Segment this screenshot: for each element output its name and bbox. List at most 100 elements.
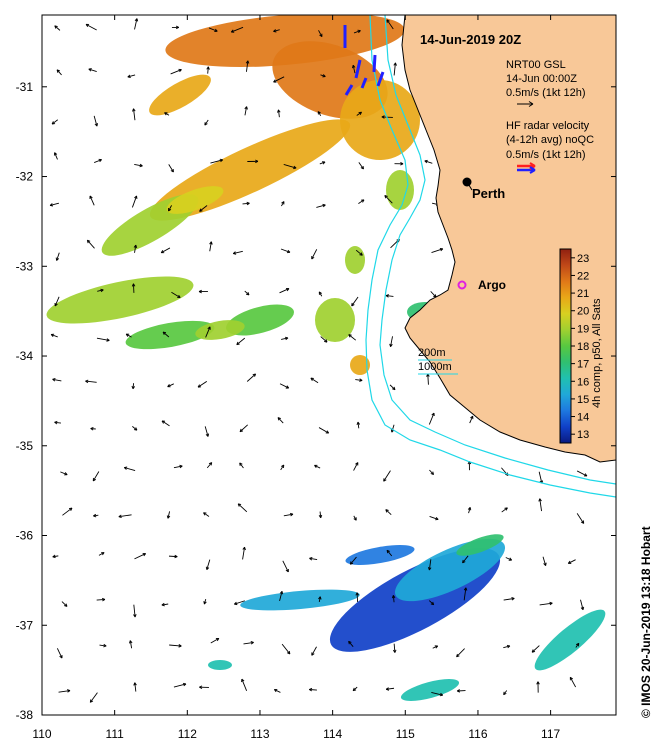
current-arrow-head bbox=[285, 568, 289, 573]
current-arrow bbox=[393, 62, 396, 76]
current-arrow bbox=[283, 513, 294, 517]
current-arrow-head bbox=[170, 169, 174, 173]
current-arrow bbox=[56, 69, 62, 76]
current-arrow bbox=[204, 119, 209, 126]
current-arrow-head bbox=[178, 644, 182, 648]
current-arrow bbox=[538, 471, 543, 484]
current-arrow bbox=[170, 69, 182, 75]
current-arrow bbox=[56, 252, 60, 261]
legend-radar-line2: (4-12h avg) noQC bbox=[506, 134, 594, 146]
current-arrow bbox=[384, 195, 393, 204]
isobath-200m bbox=[379, 15, 616, 485]
current-arrow-head bbox=[134, 195, 138, 199]
current-arrow-head bbox=[511, 597, 515, 601]
current-arrow bbox=[503, 645, 511, 649]
current-arrow-head bbox=[293, 165, 297, 170]
current-arrow-head bbox=[281, 201, 285, 205]
argo-label: Argo bbox=[478, 278, 506, 292]
current-arrow-head bbox=[435, 516, 439, 521]
colorbar-tick-label: 13 bbox=[577, 429, 589, 441]
current-arrow bbox=[162, 331, 170, 338]
current-arrow bbox=[501, 507, 508, 513]
current-arrow bbox=[173, 465, 183, 469]
current-arrow-head bbox=[391, 595, 396, 599]
current-arrow-head bbox=[284, 336, 289, 341]
current-arrow-head bbox=[277, 417, 281, 421]
current-arrow bbox=[385, 295, 394, 297]
sst-patch bbox=[386, 170, 414, 210]
current-arrow bbox=[383, 470, 391, 482]
current-arrow bbox=[353, 462, 359, 471]
current-arrow-head bbox=[52, 554, 56, 559]
current-arrow-head bbox=[197, 384, 202, 388]
current-arrow-head bbox=[355, 462, 359, 466]
current-arrow-head bbox=[177, 294, 181, 299]
sst-patches bbox=[46, 15, 606, 701]
current-arrow-head bbox=[123, 466, 128, 470]
current-arrow-head bbox=[439, 247, 444, 252]
current-arrow-head bbox=[318, 514, 323, 519]
isobath-1000m bbox=[365, 15, 616, 498]
y-tick-label: -37 bbox=[16, 618, 34, 632]
sst-patch bbox=[340, 80, 420, 160]
current-arrow-head bbox=[358, 111, 362, 116]
current-arrow-head bbox=[214, 28, 218, 32]
colorbar-tick-label: 23 bbox=[577, 253, 589, 265]
colorbar-tick-label: 21 bbox=[577, 288, 589, 300]
current-arrow-head bbox=[352, 687, 357, 692]
current-arrow-head bbox=[207, 326, 211, 330]
current-arrow bbox=[273, 76, 285, 83]
current-arrow bbox=[197, 380, 208, 388]
current-arrow bbox=[56, 648, 63, 659]
current-arrow-head bbox=[133, 614, 137, 618]
current-arrow-head bbox=[49, 203, 54, 207]
current-arrow bbox=[429, 515, 439, 520]
colorbar-tick-label: 20 bbox=[577, 306, 589, 318]
current-arrow bbox=[133, 604, 136, 618]
current-arrow-head bbox=[252, 373, 257, 377]
current-arrow bbox=[320, 336, 328, 343]
current-arrow-head bbox=[245, 60, 250, 64]
current-arrow-head bbox=[356, 421, 361, 425]
sst-patch bbox=[195, 320, 245, 340]
current-arrow bbox=[168, 205, 172, 212]
current-arrow-head bbox=[427, 567, 432, 571]
current-arrow-head bbox=[134, 18, 139, 22]
colorbar-tick-label: 17 bbox=[577, 359, 589, 371]
current-arrow-head bbox=[139, 163, 143, 168]
colorbar-tick-label: 16 bbox=[577, 376, 589, 388]
axis-ticks: 110 111 112 113 114 115 116 117 -31 -32 -33 -34 -35 -… bbox=[16, 15, 616, 741]
current-arrow-head bbox=[174, 554, 178, 559]
current-arrow bbox=[61, 601, 68, 607]
current-arrow bbox=[503, 597, 515, 601]
current-arrow bbox=[131, 195, 138, 208]
colorbar-ramp bbox=[559, 248, 572, 444]
current-arrow bbox=[463, 587, 467, 601]
current-arrow-head bbox=[161, 602, 165, 607]
current-arrow-head bbox=[400, 162, 404, 166]
sst-patch bbox=[400, 679, 460, 701]
current-arrow-head bbox=[209, 241, 213, 245]
current-arrow bbox=[210, 159, 223, 164]
current-arrow-head bbox=[580, 520, 585, 524]
current-arrow-head bbox=[508, 557, 513, 561]
current-arrow bbox=[89, 692, 98, 703]
current-arrow-head bbox=[456, 653, 460, 658]
current-arrow bbox=[54, 25, 61, 31]
current-arrow-head bbox=[385, 294, 389, 298]
current-arrow-head bbox=[127, 74, 131, 79]
colorbar: 13 14 15 16 17 18 19 20 21 22 23 4h comp, p50, All… bbox=[559, 248, 603, 444]
y-tick-label: -32 bbox=[16, 170, 34, 184]
current-arrow bbox=[168, 164, 174, 173]
current-arrow bbox=[429, 469, 434, 475]
current-arrow bbox=[356, 592, 359, 602]
colorbar-tick-label: 15 bbox=[577, 394, 589, 406]
current-arrow-head bbox=[504, 507, 508, 511]
current-arrow bbox=[348, 640, 354, 647]
current-arrow-head bbox=[54, 302, 58, 307]
isobath-legend: 200m 1000m bbox=[418, 347, 458, 375]
current-arrow bbox=[206, 462, 213, 469]
current-arrow bbox=[428, 412, 435, 425]
current-arrow-head bbox=[470, 415, 474, 420]
